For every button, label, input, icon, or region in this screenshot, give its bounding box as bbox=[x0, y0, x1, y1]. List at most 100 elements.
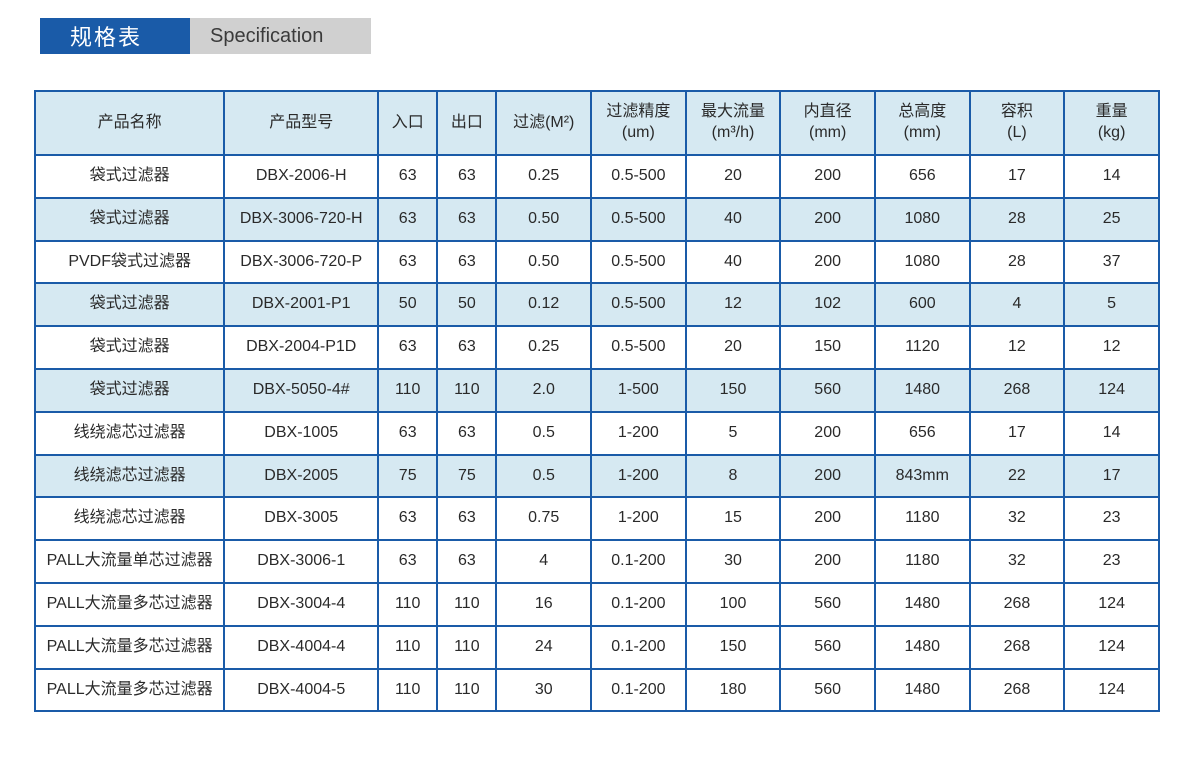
table-cell: 1480 bbox=[875, 626, 970, 669]
table-cell: 0.25 bbox=[496, 326, 591, 369]
table-cell: 1480 bbox=[875, 669, 970, 712]
table-cell: DBX-3006-720-P bbox=[224, 241, 378, 284]
table-cell: 1-200 bbox=[591, 455, 686, 498]
table-cell: 50 bbox=[378, 283, 437, 326]
table-cell: 63 bbox=[437, 497, 496, 540]
table-cell: 150 bbox=[686, 369, 781, 412]
table-cell: 110 bbox=[437, 369, 496, 412]
table-cell: 63 bbox=[437, 412, 496, 455]
table-row: 袋式过滤器DBX-2001-P150500.120.5-500121026004… bbox=[35, 283, 1159, 326]
header-label: 出口 bbox=[442, 113, 491, 134]
header-unit: (um) bbox=[596, 123, 681, 144]
table-cell: 200 bbox=[780, 155, 875, 198]
table-header-cell: 产品名称 bbox=[35, 91, 224, 155]
table-cell: 16 bbox=[496, 583, 591, 626]
table-cell: 200 bbox=[780, 497, 875, 540]
table-cell: 0.25 bbox=[496, 155, 591, 198]
table-cell: 12 bbox=[686, 283, 781, 326]
table-cell: 0.5-500 bbox=[591, 241, 686, 284]
table-cell: 0.5-500 bbox=[591, 155, 686, 198]
table-cell: DBX-4004-4 bbox=[224, 626, 378, 669]
table-row: 线绕滤芯过滤器DBX-100563630.51-20052006561714 bbox=[35, 412, 1159, 455]
table-cell: 656 bbox=[875, 155, 970, 198]
table-cell: 63 bbox=[437, 540, 496, 583]
table-cell: 28 bbox=[970, 241, 1065, 284]
header-label: 重量 bbox=[1069, 102, 1154, 123]
table-cell: PALL大流量多芯过滤器 bbox=[35, 583, 224, 626]
table-cell: 124 bbox=[1064, 583, 1159, 626]
header-unit: (mm) bbox=[785, 123, 870, 144]
table-cell: 2.0 bbox=[496, 369, 591, 412]
table-cell: 14 bbox=[1064, 155, 1159, 198]
table-cell: PALL大流量多芯过滤器 bbox=[35, 669, 224, 712]
table-cell: 63 bbox=[378, 540, 437, 583]
table-cell: 1480 bbox=[875, 369, 970, 412]
table-cell: DBX-5050-4# bbox=[224, 369, 378, 412]
table-cell: 14 bbox=[1064, 412, 1159, 455]
table-header-cell: 内直径(mm) bbox=[780, 91, 875, 155]
table-cell: 17 bbox=[970, 155, 1065, 198]
table-cell: 63 bbox=[378, 497, 437, 540]
table-cell: 袋式过滤器 bbox=[35, 326, 224, 369]
table-cell: 线绕滤芯过滤器 bbox=[35, 412, 224, 455]
table-cell: 4 bbox=[970, 283, 1065, 326]
header-label: 过滤(M²) bbox=[501, 113, 586, 134]
table-header-cell: 重量(kg) bbox=[1064, 91, 1159, 155]
table-cell: 124 bbox=[1064, 669, 1159, 712]
table-cell: 124 bbox=[1064, 626, 1159, 669]
table-cell: 袋式过滤器 bbox=[35, 283, 224, 326]
header-unit: (kg) bbox=[1069, 123, 1154, 144]
table-cell: 560 bbox=[780, 369, 875, 412]
table-cell: 63 bbox=[437, 326, 496, 369]
table-cell: 0.1-200 bbox=[591, 583, 686, 626]
table-cell: 0.5-500 bbox=[591, 198, 686, 241]
title-english: Specification bbox=[190, 18, 371, 54]
table-cell: 28 bbox=[970, 198, 1065, 241]
table-cell: 110 bbox=[437, 669, 496, 712]
table-cell: 袋式过滤器 bbox=[35, 198, 224, 241]
table-cell: 袋式过滤器 bbox=[35, 369, 224, 412]
table-header-cell: 总高度(mm) bbox=[875, 91, 970, 155]
table-cell: 268 bbox=[970, 369, 1065, 412]
table-cell: 5 bbox=[686, 412, 781, 455]
table-cell: DBX-4004-5 bbox=[224, 669, 378, 712]
table-row: 线绕滤芯过滤器DBX-300563630.751-200152001180322… bbox=[35, 497, 1159, 540]
table-cell: 63 bbox=[437, 241, 496, 284]
table-cell: 23 bbox=[1064, 540, 1159, 583]
table-cell: 100 bbox=[686, 583, 781, 626]
table-cell: 20 bbox=[686, 155, 781, 198]
table-cell: 1120 bbox=[875, 326, 970, 369]
header-unit: (mm) bbox=[880, 123, 965, 144]
table-cell: 22 bbox=[970, 455, 1065, 498]
table-cell: 843mm bbox=[875, 455, 970, 498]
table-cell: 4 bbox=[496, 540, 591, 583]
table-cell: 63 bbox=[378, 241, 437, 284]
table-cell: 32 bbox=[970, 540, 1065, 583]
table-cell: 0.5-500 bbox=[591, 283, 686, 326]
table-cell: 32 bbox=[970, 497, 1065, 540]
table-cell: 1-200 bbox=[591, 497, 686, 540]
table-header-cell: 过滤(M²) bbox=[496, 91, 591, 155]
table-cell: 0.1-200 bbox=[591, 540, 686, 583]
table-cell: 线绕滤芯过滤器 bbox=[35, 455, 224, 498]
table-row: PVDF袋式过滤器DBX-3006-720-P63630.500.5-50040… bbox=[35, 241, 1159, 284]
table-body: 袋式过滤器DBX-2006-H63630.250.5-5002020065617… bbox=[35, 155, 1159, 711]
table-row: 线绕滤芯过滤器DBX-200575750.51-2008200843mm2217 bbox=[35, 455, 1159, 498]
header-label: 产品名称 bbox=[40, 113, 219, 134]
table-cell: 1-200 bbox=[591, 412, 686, 455]
table-cell: 124 bbox=[1064, 369, 1159, 412]
table-cell: 30 bbox=[496, 669, 591, 712]
table-cell: 75 bbox=[437, 455, 496, 498]
table-cell: 1480 bbox=[875, 583, 970, 626]
table-cell: 63 bbox=[437, 198, 496, 241]
table-cell: 268 bbox=[970, 583, 1065, 626]
table-cell: 30 bbox=[686, 540, 781, 583]
table-cell: 110 bbox=[378, 669, 437, 712]
table-cell: 17 bbox=[970, 412, 1065, 455]
table-cell: PALL大流量多芯过滤器 bbox=[35, 626, 224, 669]
table-cell: 102 bbox=[780, 283, 875, 326]
table-cell: 180 bbox=[686, 669, 781, 712]
table-cell: 75 bbox=[378, 455, 437, 498]
table-cell: 110 bbox=[437, 583, 496, 626]
table-cell: 40 bbox=[686, 198, 781, 241]
